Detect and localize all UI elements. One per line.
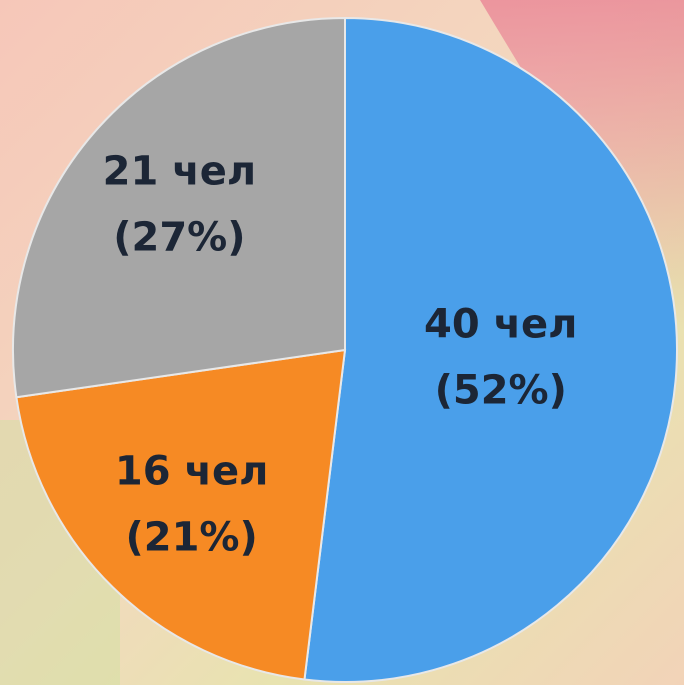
page: 40 чел(52%)16 чел(21%)21 чел(27%) (() =>… (0, 0, 684, 685)
chart: 40 чел (52%) 16 чел (21%) 21 чел (27%) (0, 0, 684, 685)
value-label: 16 чел (115, 449, 268, 495)
percent-label: (52%) (435, 368, 567, 414)
percent-label: (27%) (113, 215, 245, 261)
value-label: 21 чел (103, 149, 256, 195)
percent-label: (21%) (125, 515, 257, 561)
value-label: 40 чел (424, 302, 577, 348)
